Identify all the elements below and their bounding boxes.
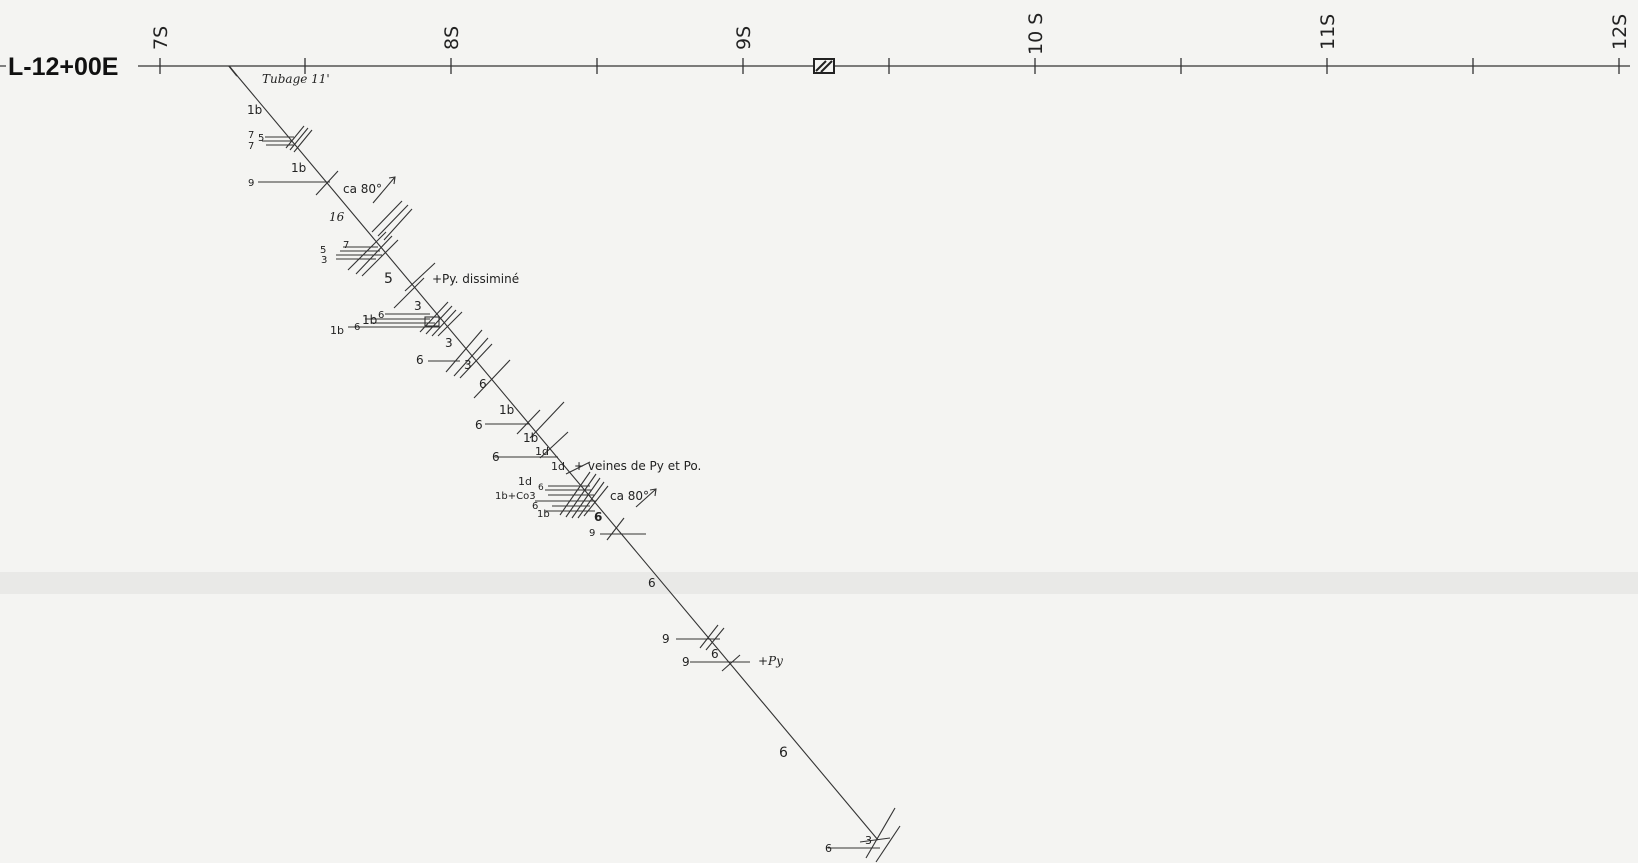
line-label: L-12+00E (8, 53, 119, 81)
annotation-dip: ca 80° (610, 489, 649, 503)
station-label-10s: 10 S (1025, 13, 1047, 55)
annotation-dip: ca 80° (343, 182, 382, 196)
annotation-lith: 6 (538, 483, 544, 493)
annotation-mineral: + veines de Py et Po. (574, 459, 701, 473)
annotation-lith: 5 (320, 245, 326, 256)
annotation-lith: 1b (523, 431, 538, 445)
annotation-lith: 1b (362, 313, 377, 327)
annotation-lith: 1d (551, 460, 565, 473)
annotation-lith: 7 (248, 130, 254, 141)
annotation-mineral: +Py. dissiminé (432, 272, 519, 286)
annotation-lith: 1d (518, 475, 532, 488)
annotation-lith: 6 (779, 745, 788, 761)
annotation-lith: 6 (532, 501, 538, 512)
station-label-11s: 11S (1317, 14, 1339, 50)
annotation-lith: 1b (537, 509, 550, 520)
annotation-lith: 3 (445, 336, 453, 350)
annotation-lith: 6 (492, 450, 500, 464)
annotation-lith: 1b+Co3 (495, 491, 536, 502)
station-label-9s: 9S (733, 26, 755, 50)
annotation-lith: 7 (343, 240, 349, 251)
annotation-lith: 6 (594, 510, 602, 524)
annotation-lith: 6 (825, 842, 832, 855)
annotation-lith: 9 (589, 528, 595, 539)
lithology-annotations: Tubage 11' 1b 7 5 7 1b 9 ca 80° 16 7 5 3… (247, 72, 872, 855)
paper-fold (0, 572, 1638, 594)
annotation-lith: 1b (247, 103, 262, 117)
station-label-8s: 8S (441, 26, 463, 50)
annotation-lith: 6 (479, 377, 487, 391)
drill-hole-trace (228, 65, 879, 841)
annotation-lith: 5 (384, 271, 393, 287)
casing-note: Tubage 11' (262, 72, 330, 86)
annotation-lith: 1b (499, 403, 514, 417)
annotation-lith: 6 (354, 322, 360, 333)
annotation-lith: 6 (711, 647, 719, 661)
annotation-lith: 3 (414, 299, 422, 313)
annotation-lith: 1b (291, 161, 306, 175)
annotation-lith: 16 (329, 210, 345, 224)
hole-collar-mark (228, 65, 238, 77)
annotation-lith: 6 (475, 418, 483, 432)
annotation-lith: 6 (648, 576, 656, 590)
annotation-lith: 9 (682, 655, 690, 669)
annotation-mineral: +Py (758, 654, 783, 668)
station-label-12s: 12S (1609, 14, 1631, 50)
annotation-lith: 3 (865, 834, 872, 847)
annotation-lith: 7 (248, 141, 254, 152)
annotation-lith: 6 (378, 310, 384, 321)
annotation-lith: 6 (416, 353, 424, 367)
station-ticks (159, 58, 1620, 74)
annotation-lith: 3 (321, 255, 327, 266)
annotation-lith: 1b (330, 324, 344, 337)
station-label-7s: 7S (150, 26, 172, 50)
contact-marks (258, 125, 901, 863)
annotation-lith: 9 (662, 632, 670, 646)
annotation-lith: 3 (464, 358, 472, 372)
annotation-lith: 9 (248, 178, 254, 189)
annotation-lith: 5 (258, 133, 264, 144)
annotation-lith: 1d (535, 445, 549, 458)
collar-marker-icon (813, 58, 835, 74)
